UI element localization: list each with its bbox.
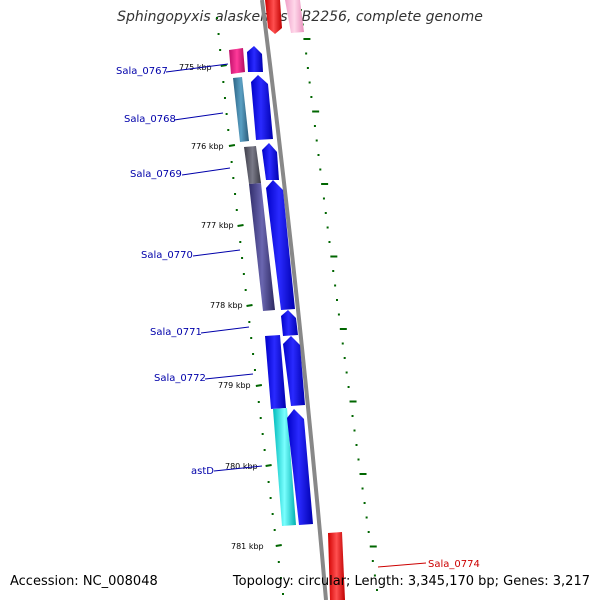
kbp-tick [255,384,263,387]
category-block-sala0768 [233,77,249,142]
accession-text: Accession: NC_008048 [10,574,158,589]
leader-line [204,373,254,380]
kbp-tick [246,304,253,307]
feature-sala0774-red [328,532,345,600]
category-block-sala0769 [244,146,261,184]
category-block-sala0767 [229,48,245,74]
kbp-tick [265,464,272,467]
kbp-label-777: 777 kbp [201,221,234,230]
gene-label-sala0769[interactable]: Sala_0769 [130,169,182,180]
feature-top-red [265,0,282,34]
kbp-label-781: 781 kbp [231,542,264,551]
gene-label-sala0771[interactable]: Sala_0771 [150,327,202,338]
cds-arrow-sala0772 [283,336,305,406]
kbp-tick [228,144,236,147]
gene-label-sala0767[interactable]: Sala_0767 [116,66,168,77]
backbone-arc [260,0,328,600]
outer-dotted-track [300,9,378,591]
leader-line [377,562,427,568]
category-track [229,48,296,526]
gene-label-sala0772[interactable]: Sala_0772 [154,373,206,384]
leader-line [200,326,250,334]
leader-line [192,249,241,257]
kbp-label-779: 779 kbp [218,381,251,390]
leader-line [165,63,229,73]
category-block-sala0772 [265,335,286,409]
cds-arrow-sala0769 [262,143,279,180]
kbp-label-778: 778 kbp [210,301,243,310]
gene-labels: Sala_0767 Sala_0768 Sala_0769 Sala_0770 … [116,63,480,570]
kbp-tick-track [216,17,284,595]
category-block-astd [273,408,296,526]
kbp-label-775: 775 kbp [179,63,212,72]
kbp-tick [275,544,282,547]
cds-arrow-sala0771 [281,310,298,336]
category-block-sala0770 [249,183,275,311]
feature-top-pink [285,0,304,33]
right-feature-track [265,0,345,600]
kbp-tick [237,224,244,227]
gene-label-astd[interactable]: astD [191,466,214,477]
gene-label-sala0768[interactable]: Sala_0768 [124,114,176,125]
kbp-labels: 775 kbp 776 kbp 777 kbp 778 kbp 779 kbp … [179,63,264,551]
topology-text: Topology: circular; Length: 3,345,170 bp… [232,574,590,589]
gene-label-sala0770[interactable]: Sala_0770 [141,250,193,261]
kbp-tick [220,64,227,67]
kbp-label-780: 780 kbp [225,462,258,471]
cds-arrow-sala0767 [247,46,263,72]
cds-arrow-sala0768 [251,75,273,140]
kbp-label-776: 776 kbp [191,142,224,151]
cds-arrow-sala0770 [266,180,295,310]
leader-line [173,112,224,121]
cds-track [247,46,313,525]
leader-line [181,167,231,176]
cds-arrow-astd [287,409,313,525]
gene-label-sala0774[interactable]: Sala_0774 [428,559,480,570]
leader-line [213,465,263,472]
